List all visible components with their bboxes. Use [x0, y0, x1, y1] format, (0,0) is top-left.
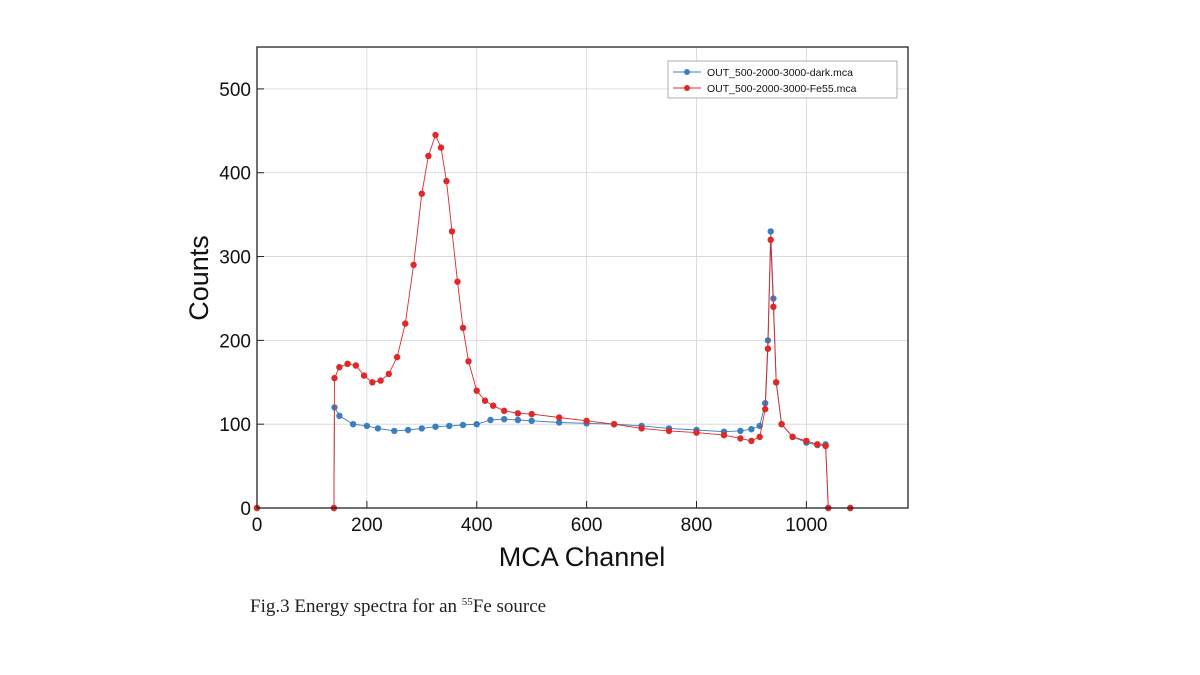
data-point — [638, 425, 645, 432]
data-point — [418, 190, 425, 197]
x-tick-label: 1000 — [785, 515, 827, 536]
legend-box — [667, 60, 898, 99]
series-layer — [253, 131, 854, 512]
data-point — [391, 427, 398, 435]
data-point — [473, 387, 480, 394]
y-tick-label: 300 — [219, 248, 251, 269]
y-tick-label: 0 — [240, 499, 251, 520]
data-point — [369, 379, 376, 386]
data-point — [610, 421, 618, 428]
data-point — [336, 364, 343, 371]
data-point — [803, 437, 810, 445]
data-point — [473, 421, 480, 428]
data-point — [490, 402, 497, 409]
data-point — [773, 379, 780, 386]
data-point — [583, 417, 590, 424]
data-point — [737, 435, 744, 442]
data-point — [465, 358, 472, 365]
data-point — [778, 421, 785, 428]
x-tick-label: 800 — [681, 515, 713, 536]
data-point — [748, 437, 755, 445]
y-tick-label: 200 — [219, 331, 251, 352]
data-point — [360, 372, 368, 379]
data-point — [767, 228, 774, 235]
y-tick-label: 100 — [219, 415, 251, 436]
data-point — [352, 362, 360, 369]
data-point — [756, 433, 763, 440]
data-point — [410, 261, 417, 269]
caption-prefix: Fig.3 Energy spectra for an — [250, 596, 462, 617]
data-point — [556, 419, 563, 426]
data-point — [789, 433, 796, 440]
data-point — [748, 426, 755, 433]
y-tick-label: 500 — [219, 80, 251, 101]
data-point — [822, 442, 829, 450]
data-point — [432, 131, 439, 139]
legend-label-fe55: OUT_500-2000-3000-Fe55.mca — [707, 83, 857, 95]
series-1 — [253, 131, 854, 512]
data-point — [331, 374, 338, 382]
data-point — [528, 417, 535, 424]
data-point — [446, 422, 453, 430]
axis-ticks: 0 200 400 600 800 1000 0 100 200 300 400 500 — [219, 80, 827, 536]
data-point — [767, 236, 774, 243]
caption-suffix: Fe source — [472, 596, 547, 617]
caption-superscript: 55 — [461, 596, 473, 608]
data-point — [556, 414, 563, 421]
data-point — [770, 303, 777, 310]
data-point — [528, 410, 535, 418]
data-point — [501, 407, 508, 414]
y-axis-title: Counts — [184, 235, 214, 321]
data-point — [349, 421, 357, 428]
data-point — [336, 412, 343, 419]
legend-marker-fe55 — [684, 85, 690, 91]
data-point — [344, 360, 351, 367]
data-point — [762, 405, 769, 413]
data-point — [448, 228, 456, 235]
data-point — [385, 370, 392, 378]
data-point — [425, 152, 432, 160]
data-point — [665, 427, 673, 435]
x-tick-label: 0 — [252, 515, 263, 536]
data-point — [459, 421, 467, 429]
data-point — [737, 427, 744, 435]
data-point — [404, 426, 412, 434]
x-axis-title: MCA Channel — [499, 542, 666, 572]
y-tick-label: 400 — [219, 164, 251, 185]
data-point — [487, 416, 494, 424]
data-point — [454, 278, 461, 285]
legend-marker-dark — [684, 69, 690, 75]
data-point — [432, 423, 439, 430]
data-point — [501, 416, 508, 423]
figure-caption: Fig.3 Energy spectra for an 55Fe source — [250, 596, 546, 618]
data-point — [363, 422, 371, 430]
plot-area — [257, 47, 908, 508]
data-point — [393, 353, 401, 361]
data-point — [377, 377, 384, 384]
data-point — [514, 410, 522, 417]
data-point — [418, 425, 425, 432]
data-point — [374, 425, 382, 432]
data-point — [814, 441, 821, 448]
data-point — [720, 431, 728, 439]
legend: OUT_500-2000-3000-dark.mca OUT_500-2000-… — [667, 60, 898, 99]
data-point — [459, 324, 467, 331]
plot-frame — [256, 46, 909, 509]
data-point — [764, 345, 772, 352]
data-point — [437, 144, 445, 151]
x-tick-label: 600 — [571, 515, 603, 536]
data-point — [514, 416, 522, 424]
x-tick-label: 400 — [461, 515, 493, 536]
legend-label-dark: OUT_500-2000-3000-dark.mca — [707, 67, 853, 79]
data-point — [443, 177, 450, 185]
data-point — [693, 429, 700, 436]
x-tick-label: 200 — [351, 515, 383, 536]
data-point — [481, 397, 489, 404]
data-point — [402, 320, 409, 327]
